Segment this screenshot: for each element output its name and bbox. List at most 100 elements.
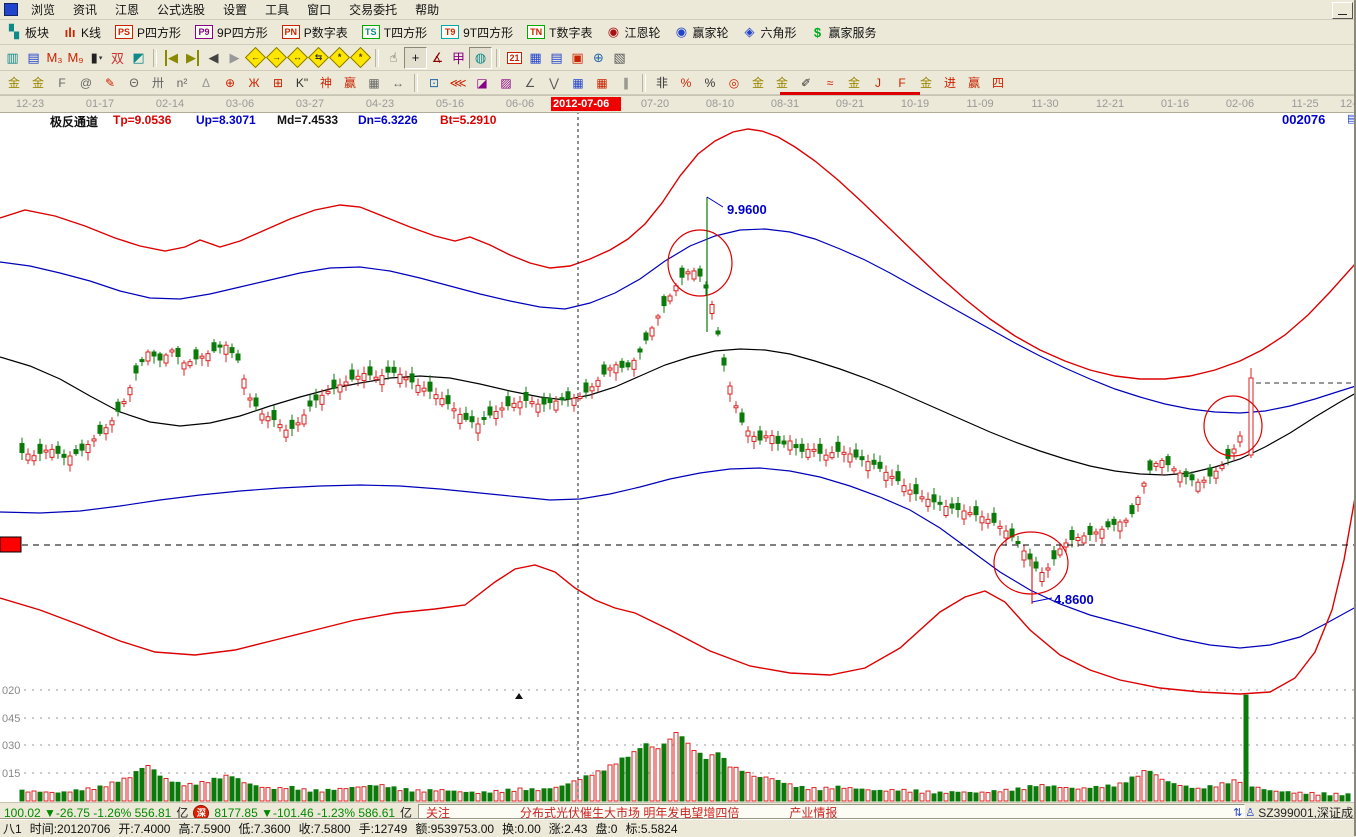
view-p-number[interactable]: PN P数字表 [281,24,348,41]
calculator-icon[interactable]: ▦ [529,49,542,65]
si-line-icon[interactable]: 四 [991,76,1004,90]
date-label: 08-31 [770,98,800,110]
view-winner-wheel[interactable]: ◉ 赢家轮 [674,24,729,41]
news-headline[interactable]: 分布式光伏催生大市场 明年发电望增四倍 [520,805,740,820]
menu-item[interactable]: 工具 [265,3,290,17]
ruler-grid-icon[interactable]: ▦ [368,75,380,90]
view-t-number[interactable]: TN T数字表 [527,24,592,41]
diamond-star-icon[interactable]: * [328,46,351,69]
percent-circle-icon[interactable]: ◎ [728,75,740,90]
gold-wave-icon[interactable]: 金 [847,76,860,90]
hand-icon[interactable]: ☝ [389,49,398,65]
notepad-icon[interactable]: ▤ [550,49,563,65]
shen-tool-icon[interactable]: 神 [319,76,332,90]
ruler-icon[interactable]: 卅 [151,76,164,90]
gold-gann1-icon[interactable]: 金 [7,76,20,90]
fan2-icon[interactable]: ▨ [500,75,512,90]
sail-icon[interactable]: Δ [201,75,210,90]
menu-item[interactable]: 资讯 [73,3,98,17]
stats-icon[interactable]: 非 [655,76,668,90]
minimize-button[interactable]: — [1332,2,1353,19]
view-kline[interactable]: ılı K线 [63,24,101,41]
diamond-right-icon[interactable]: → [265,46,288,69]
diamond-left-icon[interactable]: ← [244,46,267,69]
candle-style-icon[interactable]: ▮ ▾ [90,49,103,65]
quote-list-icon[interactable]: ▤ [1347,113,1356,125]
view-gann-wheel[interactable]: ◉ 江恩轮 [606,24,661,41]
news-category[interactable]: 产业情报 [789,805,838,820]
diamond-compress-icon[interactable]: ⇆ [307,46,330,69]
gold-level-icon[interactable]: 金 [775,76,788,90]
view-9p-square[interactable]: P9 9P四方形 [195,24,268,41]
n2-cycle-icon[interactable]: n² [176,75,188,90]
ying-line-icon[interactable]: 赢 [967,76,980,90]
histogram-flag-icon[interactable]: ◩ [132,49,145,65]
marker-pen-icon[interactable]: ✐ [800,75,812,90]
view-p-square[interactable]: PS P四方形 [115,24,181,41]
fibonacci-icon[interactable]: F [58,75,66,90]
crosshair-icon[interactable]: + [404,46,427,69]
view-t-square[interactable]: TS T四方形 [361,24,427,41]
rays-icon[interactable]: ⋘ [449,75,467,90]
last-icon[interactable]: ▶ [182,48,203,68]
view-hexagon[interactable]: ◈ 六角形 [742,24,796,41]
calendar-icon[interactable]: 21 [507,51,522,64]
fan-icon[interactable]: ◪ [476,75,488,90]
person-stat-icon[interactable]: ♙ [1245,807,1256,819]
transfer-icon[interactable]: ▧ [613,49,626,65]
next-icon[interactable]: ▶ [229,49,240,65]
zigzag-icon[interactable]: ⋁ [549,75,559,90]
wave-icon[interactable]: ≈ [826,75,834,90]
view-9t-square[interactable]: T9 9T四方形 [441,24,513,41]
box-tool-icon[interactable]: ⊡ [428,75,440,90]
menu-item[interactable]: 公式选股 [157,3,206,17]
gold-line-icon[interactable]: 金 [919,76,932,90]
j-line-icon[interactable]: J [875,75,881,90]
spinner-icon[interactable]: ⇅ [1233,807,1243,819]
menu-item[interactable]: 帮助 [415,3,440,17]
square-web-icon[interactable]: ⊞ [272,75,284,90]
gold-gann2-icon[interactable]: 金 [31,76,44,90]
first-icon[interactable]: ◀ [161,48,182,68]
menu-item[interactable]: 浏览 [31,3,56,17]
f-line-icon[interactable]: F [898,75,906,90]
gann-shape-icon[interactable]: 甲 [451,51,465,66]
bars3-icon[interactable]: M₃ [46,50,63,65]
menu-item[interactable]: 江恩 [115,3,140,17]
gann-web-icon[interactable]: Ж [248,75,260,90]
bars9-icon[interactable]: M₉ [67,50,84,65]
attention-link[interactable]: 关注 [426,805,451,820]
circle-cross-icon[interactable]: ⊕ [224,75,236,90]
menu-item[interactable]: 交易委托 [349,3,398,17]
brush-icon[interactable]: ✎ [104,75,116,90]
percent-red-icon[interactable]: % [680,75,692,90]
channel-icon[interactable]: ∥ [623,75,629,90]
period-tab[interactable]: 八1 [3,822,22,836]
save-icon[interactable]: ▣ [571,49,584,65]
menu-item[interactable]: 设置 [223,3,248,17]
spiral-icon[interactable]: @ [79,75,93,90]
jin-line-icon[interactable]: 进 [943,76,956,90]
diamond-expand-icon[interactable]: ↔ [286,46,309,69]
width-measure-icon[interactable]: ↔ [392,75,404,90]
gold-circle-icon[interactable]: 金 [751,76,764,90]
diamond-star2-icon[interactable]: * [349,46,372,69]
view-winner-service[interactable]: $ 赢家服务 [811,24,877,41]
angle-icon[interactable]: ∡ [431,49,444,65]
chart-window-icon[interactable]: ▥ [6,49,19,65]
percent-icon[interactable]: % [704,75,716,90]
trend-angle-icon[interactable]: ∠ [524,75,536,90]
ying-tool-icon[interactable]: 赢 [343,76,356,90]
quote-icon[interactable]: K" [295,75,309,90]
document-icon[interactable]: ▤ [27,49,40,65]
time-cycle-icon[interactable]: Θ [129,75,139,90]
export-icon[interactable]: ⊕ [593,49,604,65]
double-chart-icon[interactable]: 双 [110,51,124,66]
prev-icon[interactable]: ◀ [208,49,219,65]
wisdom-icon[interactable]: ◍ [469,46,492,69]
grid-blue-icon[interactable]: ▦ [572,75,584,90]
menu-item[interactable]: 窗口 [307,3,332,17]
view-blocks[interactable]: ▚ 板块 [7,24,49,41]
grid-red-icon[interactable]: ▦ [596,75,608,90]
